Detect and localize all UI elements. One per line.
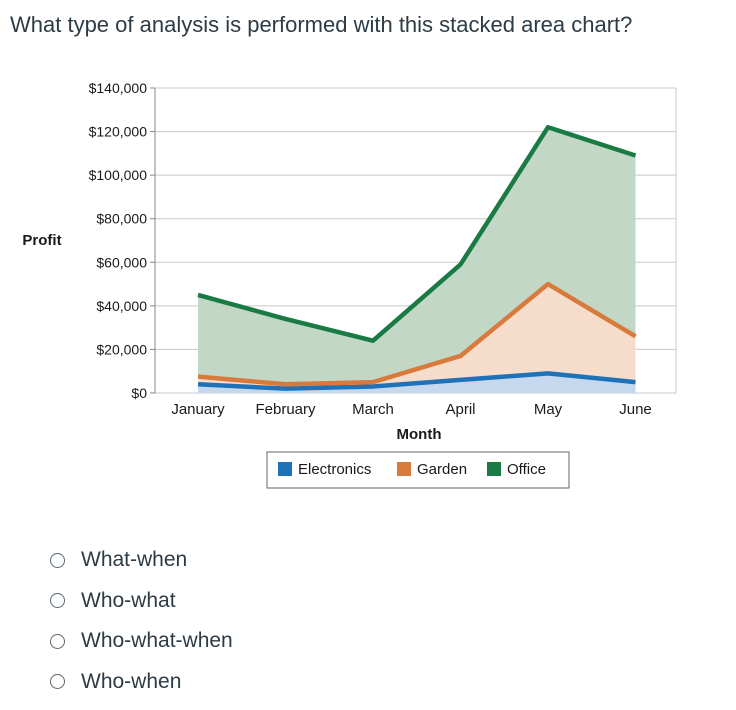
option-label: What-when [81, 548, 188, 572]
answer-options: What-when Who-what Who-what-when Who-whe… [50, 540, 233, 702]
option-what-when[interactable]: What-when [50, 540, 233, 581]
legend-swatch-office [487, 462, 501, 476]
option-label: Who-what [81, 588, 176, 612]
chart-axes: $0 $20,000 $40,000 $60,000 $80,000 $100,000 $1… [22, 80, 651, 443]
option-who-what-when[interactable]: Who-what-when [50, 621, 233, 662]
legend-label-office: Office [507, 461, 546, 478]
option-who-what[interactable]: Who-what [50, 581, 233, 622]
y-axis-label: Profit [22, 232, 61, 249]
option-label: Who-what-when [81, 629, 233, 653]
line-office [197, 124, 637, 343]
x-axis-label: Month [397, 426, 442, 443]
y-tick-label: $60,000 [96, 254, 147, 270]
x-tick-label: March [352, 401, 394, 418]
option-label: Who-when [81, 669, 182, 693]
chart-legend: Electronics Garden Office [266, 451, 570, 489]
y-tick-label: $140,000 [89, 80, 148, 96]
y-tick-label: $120,000 [89, 124, 148, 140]
stacked-area-chart: $0 $20,000 $40,000 $60,000 $80,000 $100,000 $1… [0, 70, 736, 500]
line-garden [197, 281, 637, 387]
y-tick-label: $0 [131, 385, 147, 401]
x-tick-label: February [255, 401, 316, 418]
radio-button[interactable] [50, 593, 65, 609]
legend-label-electronics: Electronics [298, 461, 371, 478]
y-tick-label: $40,000 [96, 298, 147, 314]
question-text: What type of analysis is performed with … [10, 12, 633, 37]
chart-svg: $0 $20,000 $40,000 $60,000 $80,000 $100,000 $1… [22, 80, 677, 489]
y-tick-label: $20,000 [96, 341, 147, 357]
chart-areas [198, 127, 636, 393]
area-garden [198, 284, 636, 389]
legend-swatch-garden [397, 462, 411, 476]
area-office [198, 127, 636, 385]
x-tick-label: January [171, 401, 225, 418]
line-electronics [197, 371, 636, 391]
x-tick-label: June [619, 401, 652, 418]
legend-box [266, 451, 570, 489]
radio-button[interactable] [50, 633, 65, 649]
option-who-when[interactable]: Who-when [50, 662, 233, 703]
legend-label-garden: Garden [417, 461, 467, 478]
chart-lines [197, 124, 637, 391]
y-tick-label: $100,000 [89, 167, 148, 183]
x-tick-label: April [445, 401, 475, 418]
radio-button[interactable] [50, 674, 65, 690]
radio-button[interactable] [50, 552, 65, 568]
x-tick-label: May [534, 401, 563, 418]
area-electronics [198, 373, 636, 393]
legend-swatch-electronics [278, 462, 292, 476]
y-tick-label: $80,000 [96, 211, 147, 227]
